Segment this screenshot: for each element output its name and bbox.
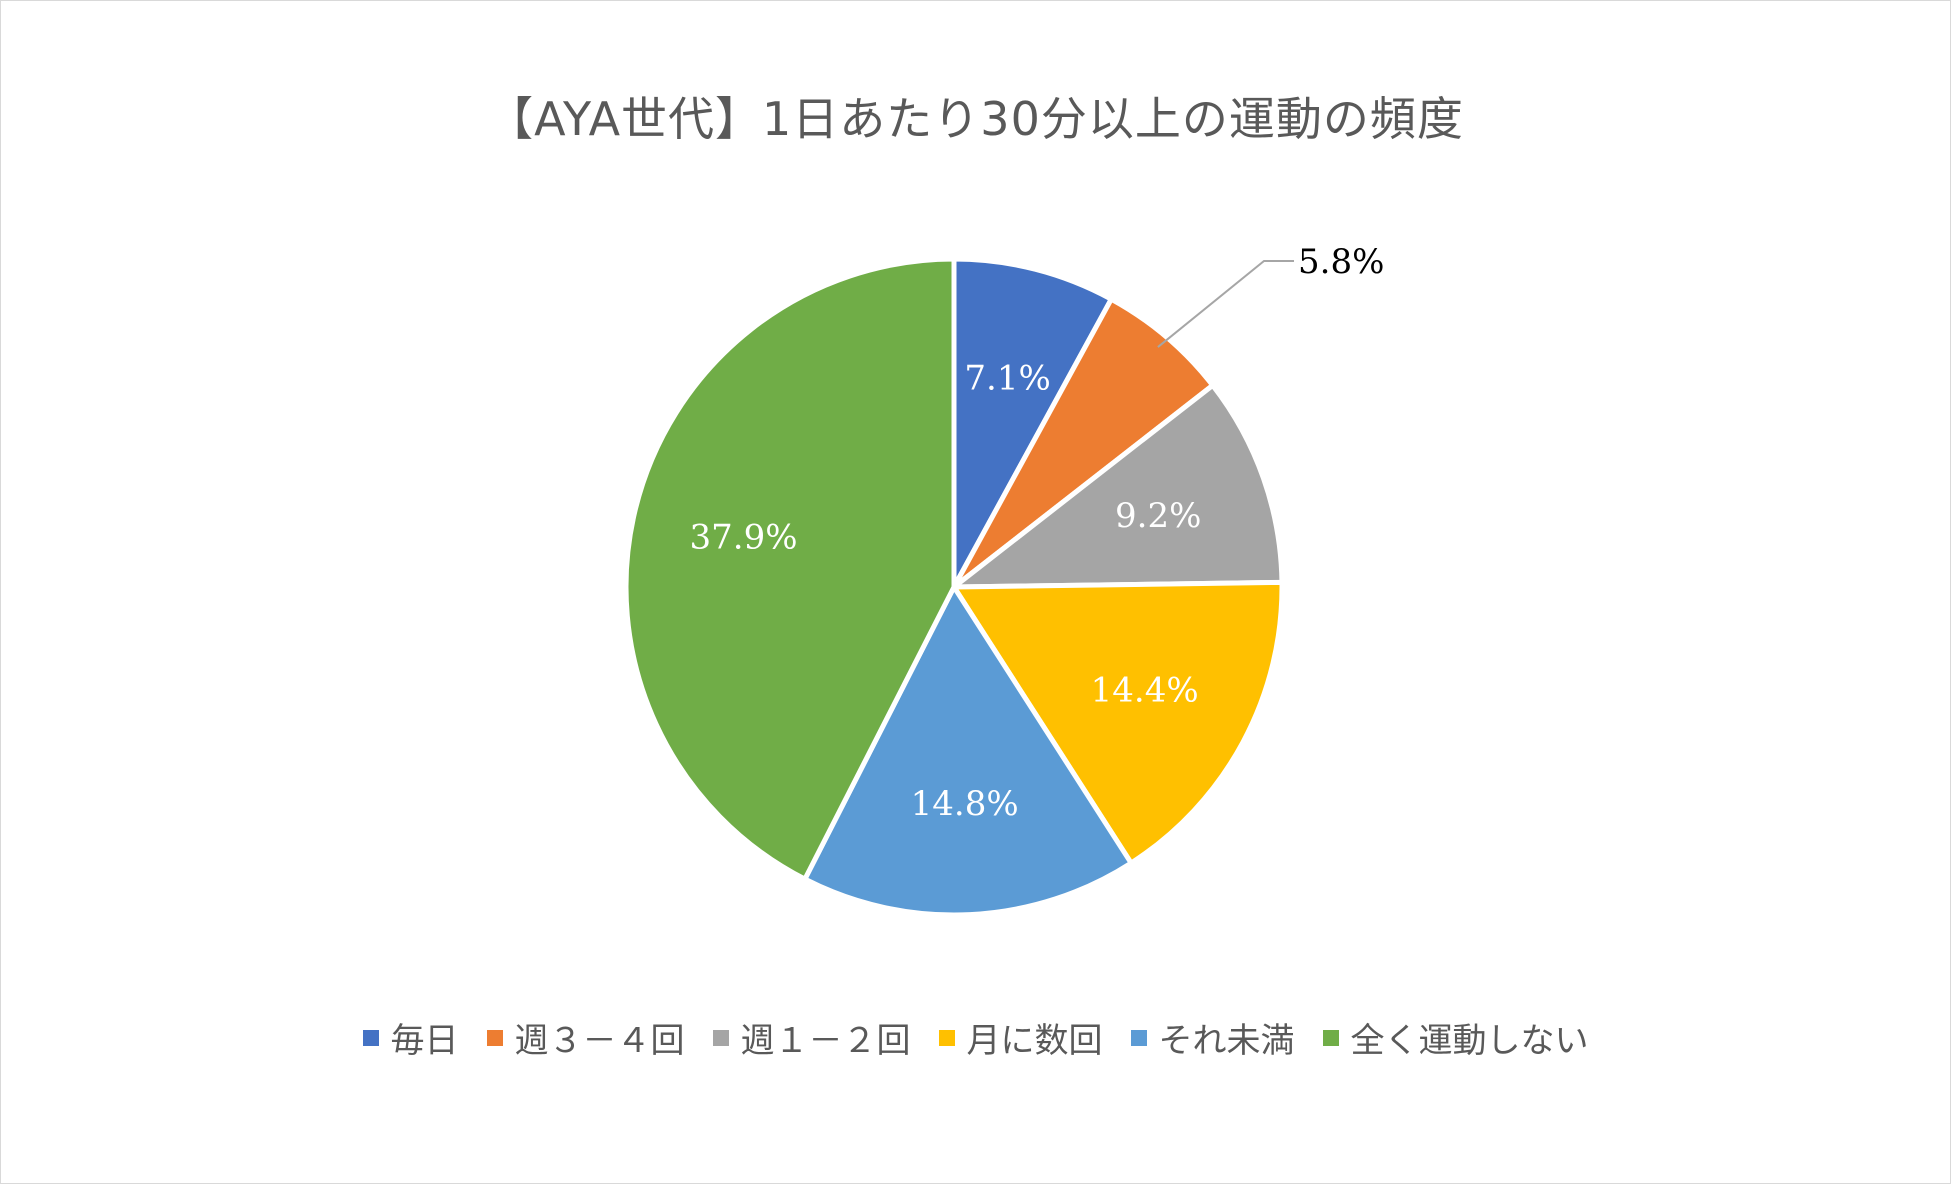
legend-item-mainichi: 毎日 <box>362 1013 459 1062</box>
legend-label: 月に数回 <box>966 1021 1103 1061</box>
legend-swatch <box>1322 1029 1339 1046</box>
legend-label: 毎日 <box>390 1021 459 1061</box>
data-label-tsuki-suukai: 14.4% <box>1091 670 1199 710</box>
legend-item-sore-miman: それ未満 <box>1130 1013 1295 1062</box>
legend-item-shu-1-2: 週１－２回 <box>712 1013 911 1062</box>
data-label-mainichi: 7.1% <box>964 358 1050 398</box>
data-label-shu-1-2: 9.2% <box>1115 496 1201 536</box>
legend-label: 全く運動しない <box>1350 1021 1589 1061</box>
pie-slice-mainichi <box>951 256 1114 590</box>
pie-slice-sore-miman <box>802 584 1134 918</box>
legend-swatch <box>1130 1029 1147 1046</box>
data-label-shu-3-4: 5.8% <box>1298 242 1384 282</box>
legend-swatch <box>938 1029 955 1046</box>
pie-slice-shu-1-2 <box>951 382 1285 590</box>
legend-label: 週１－２回 <box>740 1021 911 1061</box>
legend-item-tsuki-suukai: 月に数回 <box>938 1013 1103 1062</box>
data-label-sore-miman: 14.8% <box>911 784 1019 824</box>
pie-slice-mattaku-shinai <box>623 256 957 882</box>
pie-slice-shu-3-4 <box>951 296 1216 590</box>
legend-item-mattaku-shinai: 全く運動しない <box>1322 1013 1589 1062</box>
legend-swatch <box>362 1029 379 1046</box>
legend-label: 週３－４回 <box>514 1021 685 1061</box>
legend-swatch <box>486 1029 503 1046</box>
legend: 毎日 週３－４回 週１－２回 月に数回 それ未満 全く運動しない <box>1 1013 1950 1062</box>
pie-slice-tsuki-suukai <box>951 579 1285 866</box>
chart-title: 【AYA世代】1日あたり30分以上の運動の頻度 <box>487 92 1464 146</box>
legend-label: それ未満 <box>1158 1021 1295 1061</box>
legend-swatch <box>712 1029 729 1046</box>
leader-line-shu-3-4 <box>1157 260 1294 348</box>
legend-item-shu-3-4: 週３－４回 <box>486 1013 685 1062</box>
data-label-mattaku-shinai: 37.9% <box>690 517 798 557</box>
